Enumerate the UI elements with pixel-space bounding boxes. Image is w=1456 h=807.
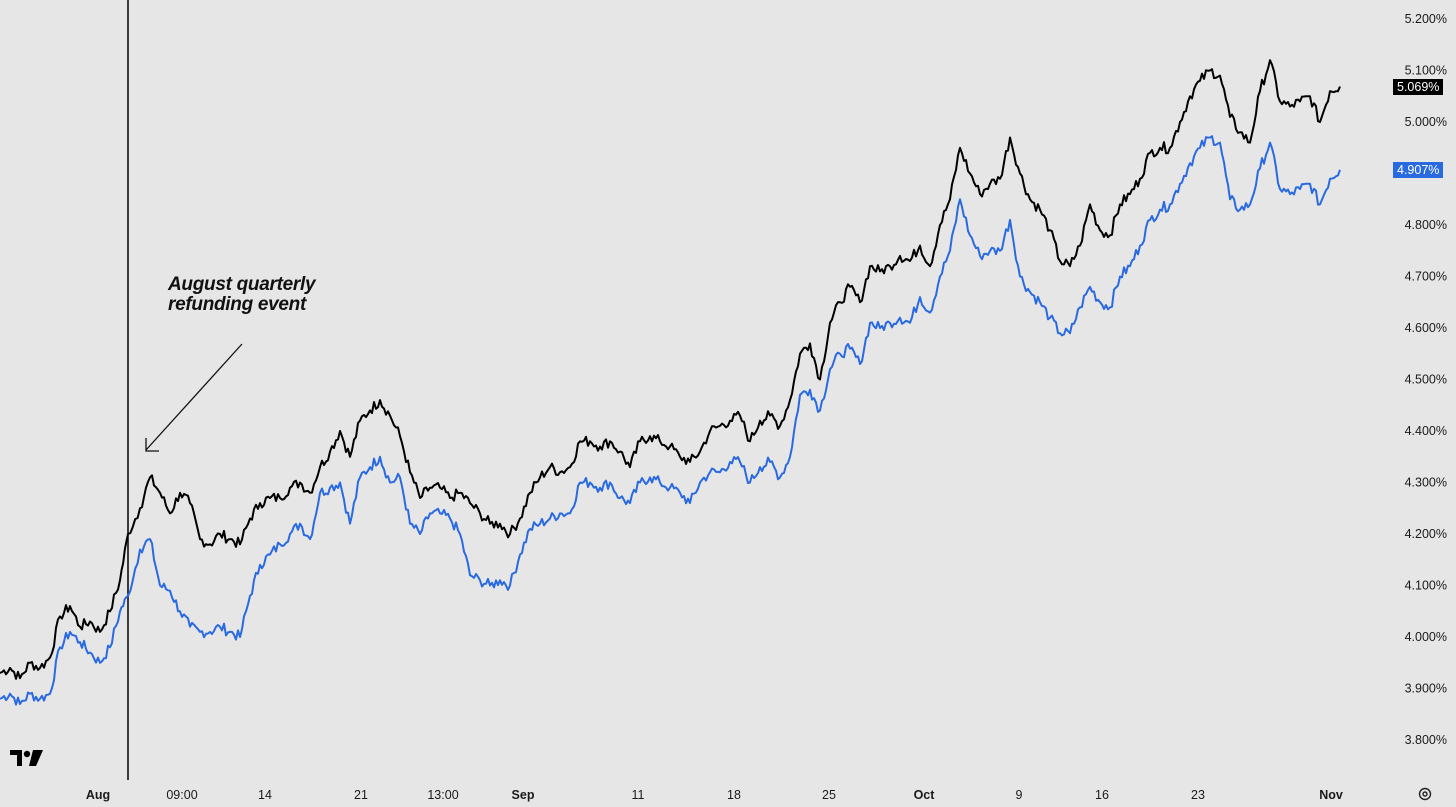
x-tick-label: 14	[258, 788, 272, 802]
y-tick-label: 4.100%	[1405, 579, 1447, 593]
x-tick-label: Sep	[512, 788, 535, 802]
x-tick-label: 25	[822, 788, 836, 802]
y-axis: 5.200% 5.100% 5.000% 4.800% 4.700% 4.600% 4.50…	[1405, 12, 1447, 747]
x-tick-label: 13:00	[427, 788, 458, 802]
y-tick-label: 4.700%	[1405, 270, 1447, 284]
x-axis: Aug 09:00 14 21 13:00 Sep 11 18 25 Oct 9 16 23 Nov	[86, 788, 1343, 802]
y-tick-label: 4.400%	[1405, 424, 1447, 438]
y-tick-label: 4.300%	[1405, 476, 1447, 490]
y-tick-label: 4.200%	[1405, 527, 1447, 541]
annotation-text: August quarterly refunding event	[168, 274, 316, 315]
x-tick-label: 21	[354, 788, 368, 802]
y-tick-label: 4.800%	[1405, 218, 1447, 232]
x-tick-label: Nov	[1319, 788, 1343, 802]
annotation-arrow	[145, 343, 243, 452]
series-layer	[0, 59, 1341, 706]
x-tick-label: Aug	[86, 788, 110, 802]
y-tick-label: 5.000%	[1405, 115, 1447, 129]
y-tick-label: 4.000%	[1405, 630, 1447, 644]
x-tick-label: 09:00	[166, 788, 197, 802]
x-tick-label: 16	[1095, 788, 1109, 802]
y-tick-label: 3.900%	[1405, 682, 1447, 696]
last-value-badge-blue: 4.907%	[1393, 162, 1444, 178]
tradingview-logo-icon	[10, 750, 43, 766]
y-tick-label: 4.500%	[1405, 373, 1447, 387]
y-tick-label: 3.800%	[1405, 733, 1447, 747]
y-tick-label: 5.100%	[1405, 64, 1447, 78]
x-tick-label: 18	[727, 788, 741, 802]
series-line-blue	[0, 135, 1341, 706]
settings-gear-icon[interactable]	[1417, 786, 1433, 802]
x-tick-label: 9	[1016, 788, 1023, 802]
last-value-badge-black: 5.069%	[1393, 79, 1444, 95]
x-tick-label: 11	[632, 788, 645, 802]
series-line-black	[0, 59, 1341, 680]
x-tick-label: 23	[1191, 788, 1205, 802]
y-tick-label: 4.600%	[1405, 321, 1447, 335]
x-tick-label: Oct	[914, 788, 936, 802]
y-tick-label: 5.200%	[1405, 12, 1447, 26]
